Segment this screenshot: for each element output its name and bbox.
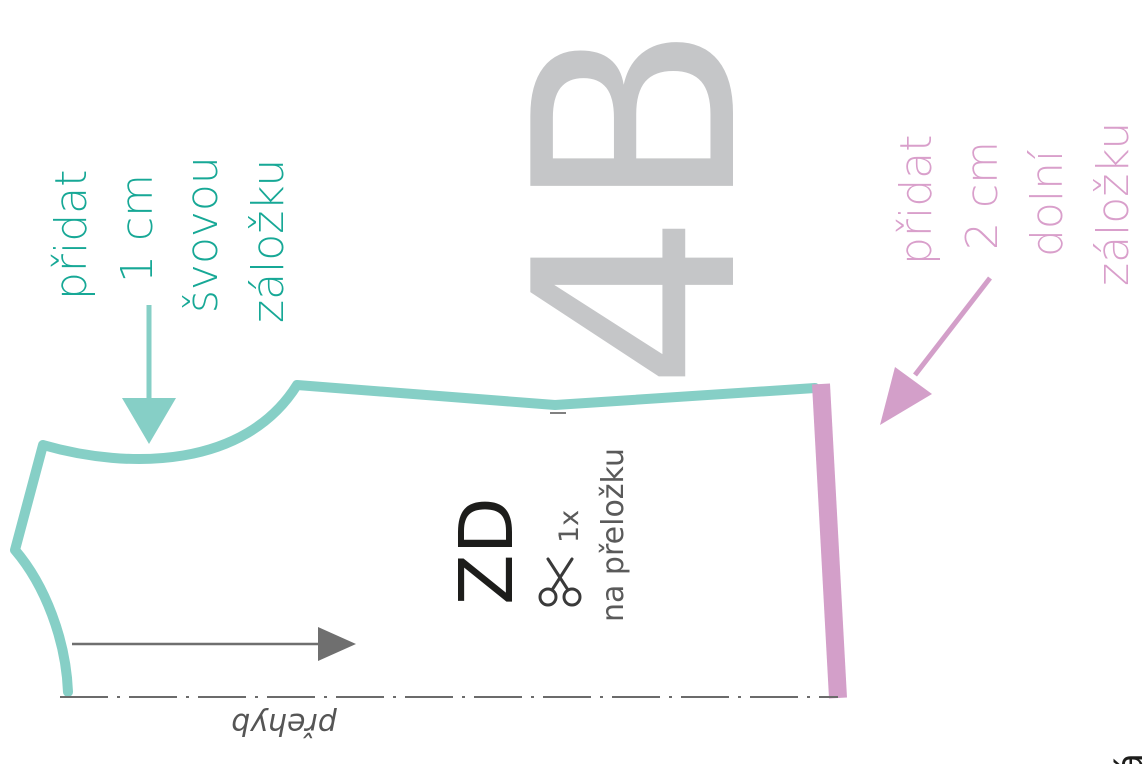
hem-note: přidat 2 cm dolní záložku: [891, 122, 1139, 286]
grainline-arrow: [72, 627, 356, 661]
cut-note: na přeložku: [596, 448, 631, 622]
hem-note-line-4: záložku: [1088, 122, 1139, 286]
seam-note-line-4: záložku: [243, 159, 294, 323]
hem-note-line-2: 2 cm: [957, 141, 1008, 250]
seam-note: přidat 1 cm švovou záložku: [46, 156, 294, 323]
hem-note-arrow: [880, 276, 992, 425]
hem-note-line-3: dolní: [1022, 150, 1073, 257]
hem-edge: [812, 383, 847, 699]
size-label: 4B: [475, 22, 799, 390]
corner-glyph: á: [1110, 753, 1145, 764]
cut-count: 1x: [554, 510, 585, 543]
seam-note-arrow: [122, 305, 176, 444]
piece-code: ZD: [444, 497, 530, 605]
scissors-icon: [538, 557, 582, 607]
seam-note-line-1: přidat: [46, 170, 97, 300]
hem-note-line-1: přidat: [891, 135, 942, 265]
pattern-outline: [10, 380, 820, 697]
seam-note-line-2: 1 cm: [112, 174, 163, 283]
fold-label: přehyb: [231, 706, 338, 741]
seam-note-line-3: švovou: [177, 156, 228, 313]
